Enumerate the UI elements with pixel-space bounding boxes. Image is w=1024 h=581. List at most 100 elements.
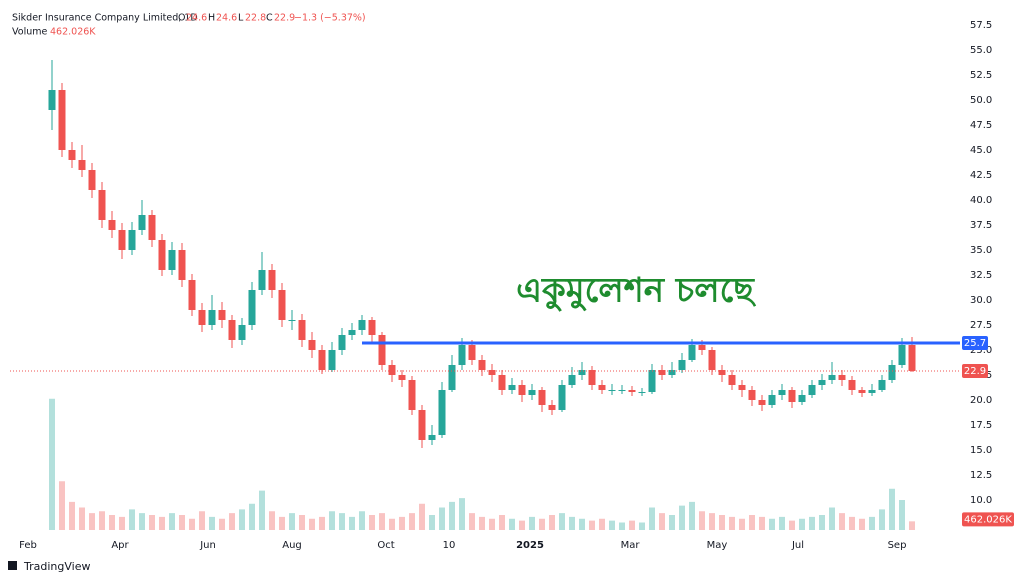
y-tick-label: 55.0 [970, 45, 992, 56]
volume-bar [859, 518, 865, 530]
candle-body [758, 400, 766, 405]
volume-bar [759, 516, 765, 530]
volume-bar [199, 511, 205, 530]
volume-bar [279, 516, 285, 530]
volume-bar [679, 505, 685, 530]
volume-bar [69, 501, 75, 530]
candle-body [248, 290, 256, 325]
candle-body [528, 390, 536, 395]
x-tick-label: Sep [888, 540, 907, 551]
volume-bar [409, 513, 415, 530]
candle-body [868, 390, 876, 393]
y-tick-label: 27.5 [970, 320, 992, 331]
volume-value: 462.026K [50, 27, 96, 38]
volume-bar [699, 511, 705, 530]
volume-bar [609, 520, 615, 530]
x-tick-label: Oct [377, 540, 394, 551]
candle-body [668, 370, 676, 375]
candle-body [268, 270, 276, 290]
candle-body [738, 385, 746, 390]
candle-body [488, 370, 496, 375]
candle-body [398, 375, 406, 380]
low-label: L [238, 13, 244, 24]
volume-label: Volume [12, 27, 47, 38]
candle-body [468, 345, 476, 360]
volume-bar [399, 516, 405, 530]
y-tick-label: 17.5 [970, 420, 992, 431]
volume-bar [669, 515, 675, 530]
candle-body [218, 310, 226, 320]
volume-bar [419, 503, 425, 530]
high-label: H [208, 13, 215, 24]
volume-bar [809, 516, 815, 530]
volume-bar [59, 481, 65, 530]
volume-tag-label: 462.026K [964, 514, 1012, 525]
x-tick-label: 2025 [516, 540, 544, 551]
candle-body [198, 310, 206, 325]
candle-body [188, 280, 196, 310]
candle-body [68, 150, 76, 160]
y-tick-label: 30.0 [970, 295, 992, 306]
candle-body [458, 345, 466, 365]
y-tick-label: 47.5 [970, 120, 992, 131]
volume-bar [569, 516, 575, 530]
candle-body [318, 350, 326, 370]
candle-body [128, 230, 136, 250]
volume-bar [359, 511, 365, 530]
volume-bar [829, 507, 835, 530]
volume-bar [389, 518, 395, 530]
volume-bar [899, 500, 905, 530]
volume-bar [349, 516, 355, 530]
candle-body [908, 345, 916, 371]
close-value: 22.9 [274, 13, 295, 24]
annotation: একুমুলেশন চলছে [516, 271, 756, 312]
volume-bar [549, 515, 555, 530]
candle-body [298, 320, 306, 340]
y-tick-label: 15.0 [970, 445, 992, 456]
candle-body [438, 390, 446, 435]
candle-body [588, 370, 596, 385]
y-tick-label: 45.0 [970, 145, 992, 156]
candle-body [288, 320, 296, 321]
volume-bar [289, 513, 295, 530]
volume-bar [489, 518, 495, 530]
candle-body [368, 320, 376, 335]
brand-logo [8, 561, 17, 570]
candle-body [598, 385, 606, 390]
candle-body [208, 310, 216, 325]
volume-bar [209, 516, 215, 530]
candle-body [108, 220, 116, 230]
candle-body [878, 380, 886, 390]
candle-body [388, 365, 396, 375]
candle-body [808, 385, 816, 395]
volume-bar [159, 516, 165, 530]
candle-body [408, 380, 416, 410]
volume-bar [149, 515, 155, 530]
candle-body [638, 392, 646, 393]
volume-bar [309, 518, 315, 530]
candle-body [548, 405, 556, 410]
candle-body [608, 390, 616, 391]
candle-body [838, 375, 846, 380]
volume-bar [449, 501, 455, 530]
y-tick-label: 52.5 [970, 70, 992, 81]
candle-body [358, 320, 366, 330]
volume-bar [889, 488, 895, 530]
volume-bar [719, 515, 725, 530]
volume-bar [599, 518, 605, 530]
last-price-label: 22.9 [964, 366, 986, 377]
volume-bar [239, 509, 245, 530]
x-tick-label: 10 [443, 540, 456, 551]
candle-body [448, 365, 456, 390]
candle-body [658, 370, 666, 375]
candle-body [828, 375, 836, 380]
y-tick-label: 35.0 [970, 245, 992, 256]
volume-bar [619, 522, 625, 530]
candle-body [478, 360, 486, 370]
low-value: 22.8 [245, 13, 266, 24]
volume-bar [229, 513, 235, 530]
volume-bar [559, 513, 565, 530]
volume-bar [479, 516, 485, 530]
candle-body [628, 390, 636, 392]
x-tick-label: Mar [621, 540, 641, 551]
